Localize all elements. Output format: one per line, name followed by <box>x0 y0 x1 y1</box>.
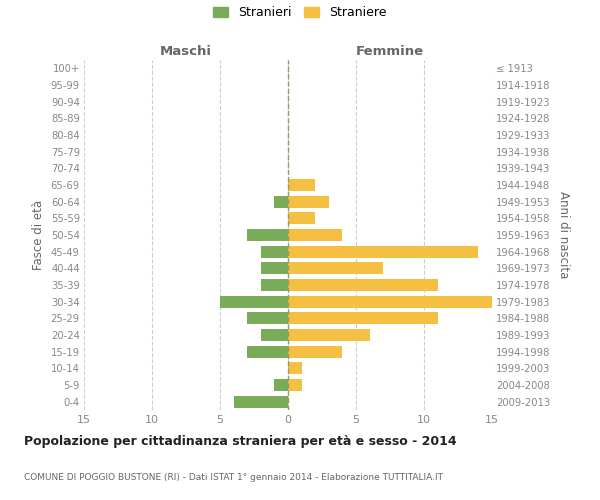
Bar <box>247 312 288 324</box>
Bar <box>288 279 437 291</box>
Bar <box>288 196 329 207</box>
Bar <box>288 346 343 358</box>
Bar <box>288 296 492 308</box>
Bar <box>220 296 288 308</box>
Text: Popolazione per cittadinanza straniera per età e sesso - 2014: Popolazione per cittadinanza straniera p… <box>24 435 457 448</box>
Bar <box>288 229 343 241</box>
Bar <box>261 279 288 291</box>
Bar <box>274 379 288 391</box>
Bar <box>288 212 315 224</box>
Legend: Stranieri, Straniere: Stranieri, Straniere <box>213 6 387 19</box>
Y-axis label: Anni di nascita: Anni di nascita <box>557 192 570 278</box>
Text: Maschi: Maschi <box>160 44 212 58</box>
Bar <box>288 262 383 274</box>
Bar <box>261 246 288 258</box>
Bar <box>261 329 288 341</box>
Y-axis label: Fasce di età: Fasce di età <box>32 200 45 270</box>
Bar <box>288 312 437 324</box>
Bar <box>288 362 302 374</box>
Bar <box>288 179 315 191</box>
Bar <box>233 396 288 407</box>
Text: COMUNE DI POGGIO BUSTONE (RI) - Dati ISTAT 1° gennaio 2014 - Elaborazione TUTTIT: COMUNE DI POGGIO BUSTONE (RI) - Dati IST… <box>24 472 443 482</box>
Bar <box>247 346 288 358</box>
Bar <box>261 262 288 274</box>
Bar <box>288 246 478 258</box>
Bar <box>247 229 288 241</box>
Bar <box>288 379 302 391</box>
Text: Femmine: Femmine <box>356 44 424 58</box>
Bar <box>274 196 288 207</box>
Bar <box>288 329 370 341</box>
